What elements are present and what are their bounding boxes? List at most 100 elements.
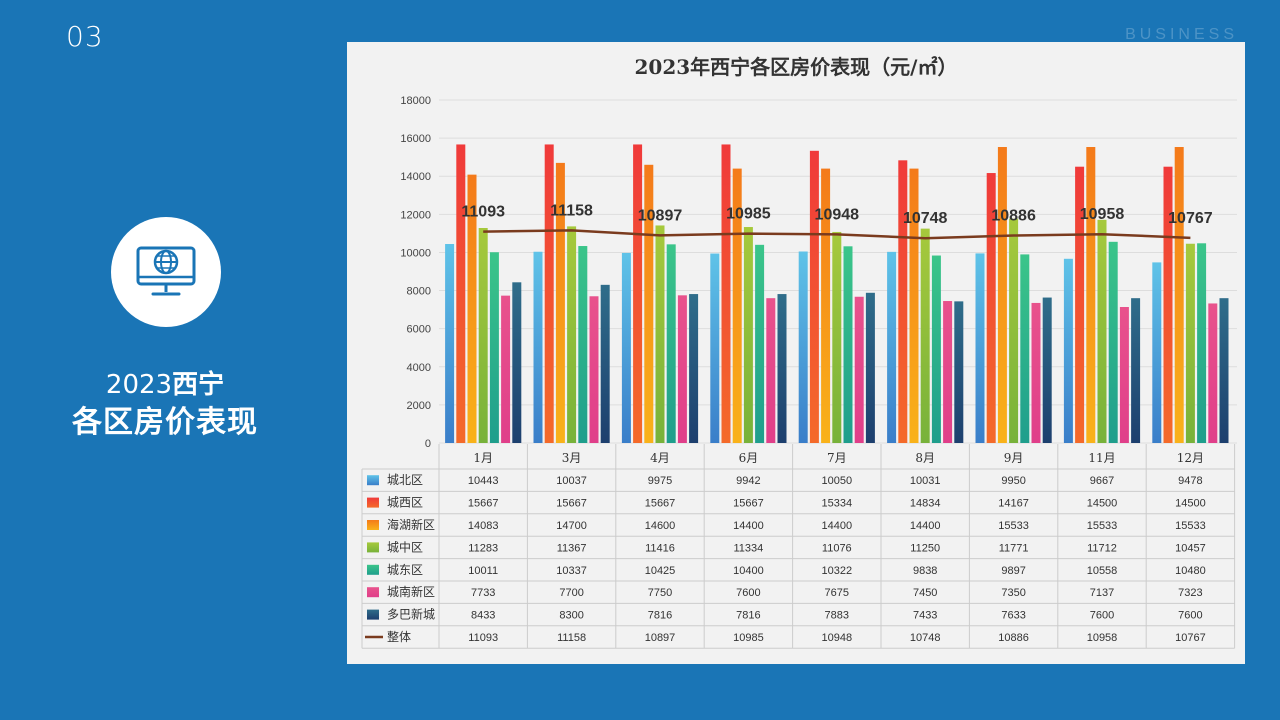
y-tick-label: 8000: [407, 286, 431, 298]
table-cell: 14167: [998, 498, 1029, 510]
x-category-label: 4月: [650, 451, 670, 465]
table-cell: 11367: [557, 542, 587, 554]
bar-多巴新城: [689, 294, 699, 443]
bar-城东区: [1020, 254, 1030, 443]
line-overall: [483, 229, 1191, 240]
legend-label: 城东区: [387, 563, 423, 577]
table-cell: 7675: [825, 587, 849, 599]
table-cell: 14083: [468, 520, 499, 532]
table-cell: 10886: [998, 632, 1029, 644]
bar-城南新区: [1031, 302, 1041, 443]
table-cell: 9975: [648, 475, 672, 487]
bar-城北区: [710, 253, 720, 443]
chart-title: 2023年西宁各区房价表现（元/㎡）: [635, 55, 958, 79]
bar-城东区: [931, 255, 941, 443]
y-tick-label: 16000: [400, 133, 431, 145]
table-cell: 14700: [556, 520, 587, 532]
table-cell: 9667: [1090, 475, 1114, 487]
table-cell: 10480: [1175, 565, 1206, 577]
table-cell: 15667: [556, 498, 587, 510]
table-cell: 10985: [733, 632, 764, 644]
table-cell: 15533: [1175, 520, 1206, 532]
legend-label: 多巴新城: [387, 607, 435, 622]
data-label-overall: 10748: [903, 210, 948, 227]
table-cell: 10037: [556, 475, 587, 487]
table-cell: 7633: [1001, 610, 1025, 622]
table-cell: 10958: [1087, 632, 1118, 644]
table-cell: 9897: [1001, 565, 1025, 577]
bar-城东区: [1108, 241, 1118, 443]
bar-城西区: [456, 144, 466, 443]
legend-label: 城北区: [387, 473, 423, 487]
legend-key-城中区: [367, 542, 379, 553]
legend-label: 城南新区: [387, 584, 435, 599]
table-cell: 14600: [645, 520, 676, 532]
bar-城西区: [721, 144, 731, 443]
table-cell: 14400: [822, 520, 853, 532]
table-cell: 8433: [471, 610, 495, 622]
data-label-overall: 10985: [726, 206, 771, 223]
table-cell: 7600: [1090, 610, 1114, 622]
bar-城中区: [567, 226, 577, 443]
bar-城北区: [975, 253, 985, 443]
bar-城中区: [655, 225, 665, 443]
legend-label: 海湖新区: [387, 517, 435, 532]
title-city: 西宁: [172, 370, 225, 400]
data-label-overall: 11158: [550, 202, 593, 219]
data-label-overall: 10767: [1168, 210, 1213, 227]
table-cell: 9950: [1001, 475, 1025, 487]
x-category-label: 6月: [739, 451, 759, 465]
bar-城南新区: [1119, 307, 1129, 443]
table-cell: 15667: [645, 498, 676, 510]
bar-多巴新城: [954, 301, 964, 443]
x-category-label: 3月: [562, 451, 582, 465]
legend-label: 整体: [387, 629, 411, 644]
bar-城西区: [1163, 166, 1173, 443]
slide-title: 2023西宁 各区房价表现: [40, 366, 290, 442]
table-cell: 10948: [822, 632, 853, 644]
table-cell: 7323: [1178, 587, 1202, 599]
bar-城南新区: [501, 295, 511, 443]
bar-城东区: [578, 246, 588, 443]
table-cell: 14500: [1175, 498, 1206, 510]
table-cell: 14400: [910, 520, 941, 532]
chart-panel: 2023年西宁各区房价表现（元/㎡） 0 2000 4000 6000 8000 10000…: [347, 42, 1245, 664]
bar-城南新区: [943, 301, 953, 443]
bar-城中区: [1185, 243, 1195, 443]
table-cell: 10457: [1175, 542, 1206, 554]
table-cell: 15533: [998, 520, 1029, 532]
bar-城中区: [1097, 219, 1107, 443]
legend-label: 城中区: [387, 539, 423, 554]
icon-badge: [111, 217, 221, 327]
bar-海湖新区: [909, 168, 919, 443]
table-cell: 7816: [648, 610, 672, 622]
bar-城东区: [1197, 243, 1207, 443]
bar-多巴新城: [865, 292, 875, 443]
table-cell: 10322: [822, 565, 853, 577]
bar-城西区: [809, 150, 819, 443]
bar-城南新区: [1208, 303, 1218, 443]
chart-svg: 2023年西宁各区房价表现（元/㎡） 0 2000 4000 6000 8000 10000…: [361, 55, 1237, 649]
bar-城北区: [445, 244, 455, 443]
table-cell: 15334: [822, 498, 853, 510]
bar-多巴新城: [1042, 297, 1052, 443]
bar-城中区: [920, 228, 930, 443]
y-tick-label: 6000: [407, 324, 431, 336]
bar-多巴新城: [1131, 298, 1141, 443]
bar-城东区: [755, 244, 765, 443]
table-cell: 10031: [910, 475, 941, 487]
table-cell: 7350: [1001, 587, 1025, 599]
table-cell: 7883: [825, 610, 849, 622]
bar-海湖新区: [732, 168, 742, 443]
table-cell: 11158: [557, 632, 586, 644]
table-cell: 7600: [1178, 610, 1202, 622]
table-cell: 15533: [1087, 520, 1118, 532]
bar-城北区: [1063, 258, 1073, 443]
x-category-label: 9月: [1004, 451, 1024, 465]
table-cell: 8300: [559, 610, 583, 622]
legend-key-城南新区: [367, 587, 379, 598]
bar-海湖新区: [644, 164, 654, 443]
title-subtitle: 各区房价表现: [72, 405, 258, 440]
table-cell: 7600: [736, 587, 760, 599]
table-cell: 9478: [1178, 475, 1202, 487]
